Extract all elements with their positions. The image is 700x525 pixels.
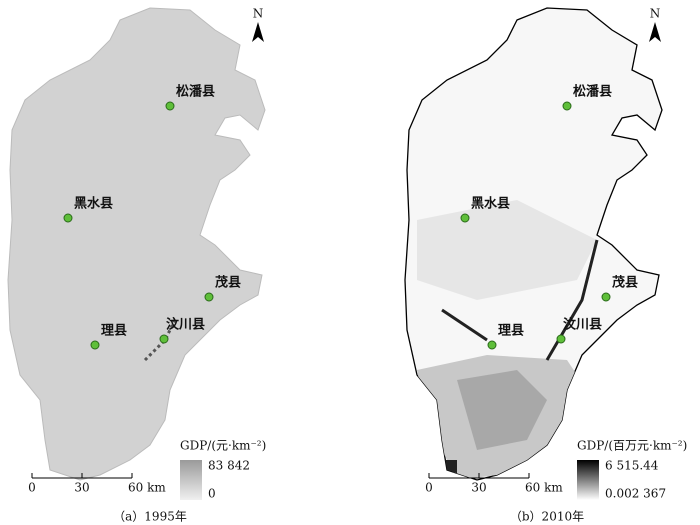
place-label: 松潘县 [176, 84, 215, 100]
legend-ramp [577, 460, 599, 500]
north-label: N [650, 7, 661, 21]
place-dot [159, 334, 169, 344]
scale-label: 30 [471, 481, 486, 495]
shading [143, 319, 177, 362]
legend-min: 0.002 367 [605, 487, 666, 501]
place-dot [601, 292, 611, 302]
legend-title: GDP/(百万元·km⁻²) [577, 439, 687, 453]
place-dot [487, 340, 497, 350]
scale-label: 30 [74, 481, 89, 495]
place-dot [63, 213, 73, 223]
scale-label: 0 [28, 481, 36, 495]
place-dot [90, 340, 100, 350]
place-label: 松潘县 [573, 84, 612, 100]
place-label: 汶川县 [563, 317, 602, 333]
place-dot [165, 101, 175, 111]
place-label: 茂县 [612, 275, 638, 291]
river [143, 319, 177, 362]
place-dot [556, 334, 566, 344]
caption: （b）2010年 [510, 510, 584, 524]
north-arrow [252, 22, 264, 42]
legend-max: 83 842 [208, 459, 250, 473]
legend-title: GDP/(元·km⁻²) [180, 439, 266, 453]
legend-min: 0 [208, 487, 216, 501]
scale-label: 0 [425, 481, 433, 495]
place-dot [562, 101, 572, 111]
place-dot [460, 213, 470, 223]
terrain [457, 370, 547, 450]
north-label: N [253, 7, 264, 21]
scale-label: 60 km [525, 481, 563, 495]
caption: （a）1995年 [113, 510, 187, 524]
terrain [417, 200, 597, 300]
shading [417, 200, 599, 480]
place-dot [204, 292, 214, 302]
place-label: 汶川县 [166, 317, 205, 333]
legend-ramp [180, 460, 202, 500]
place-label: 黑水县 [74, 196, 113, 212]
scale-label: 60 km [128, 481, 166, 495]
north-arrow [649, 22, 661, 42]
region [7, 7, 266, 481]
place-label: 理县 [498, 324, 524, 339]
legend-max: 6 515.44 [605, 459, 659, 473]
place-label: 黑水县 [471, 196, 510, 212]
place-label: 理县 [101, 324, 127, 339]
place-label: 茂县 [215, 275, 241, 291]
